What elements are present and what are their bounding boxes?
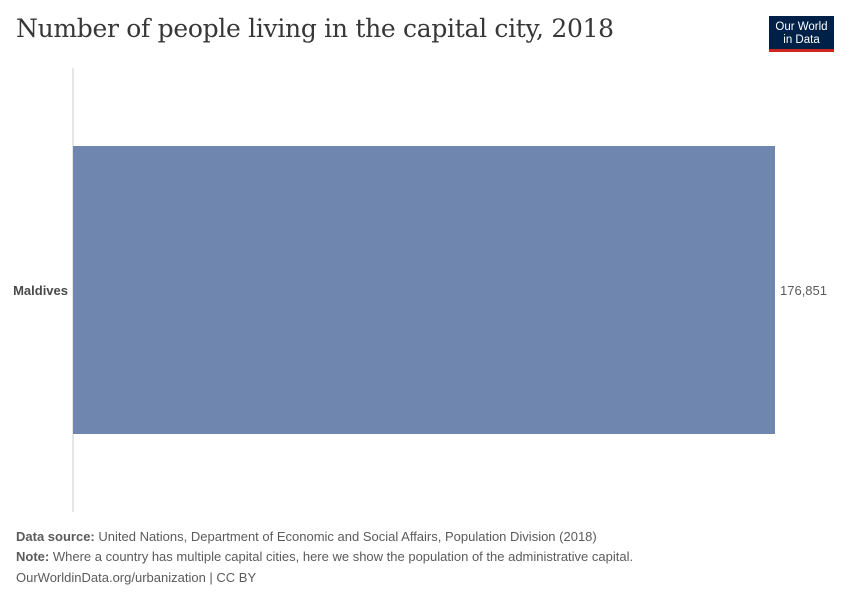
- chart-title: Number of people living in the capital c…: [16, 14, 614, 43]
- data-source-line: Data source: United Nations, Department …: [16, 529, 597, 544]
- data-source-label: Data source:: [16, 529, 95, 544]
- logo-line-1: Our World: [775, 21, 828, 33]
- source-url-link[interactable]: OurWorldinData.org/urbanization | CC BY: [16, 570, 257, 585]
- note-text: Where a country has multiple capital cit…: [52, 549, 634, 564]
- note-line: Note: Where a country has multiple capit…: [16, 549, 633, 564]
- bars-group: Maldives 176,851: [13, 146, 827, 434]
- logo-line-2: in Data: [783, 33, 820, 46]
- bar-maldives[interactable]: [73, 146, 775, 434]
- value-label: 176,851: [780, 283, 827, 298]
- data-source-text: United Nations, Department of Economic a…: [98, 529, 597, 544]
- owid-logo[interactable]: Our World in Data: [769, 16, 834, 52]
- note-label: Note:: [16, 549, 50, 564]
- category-label: Maldives: [13, 283, 68, 298]
